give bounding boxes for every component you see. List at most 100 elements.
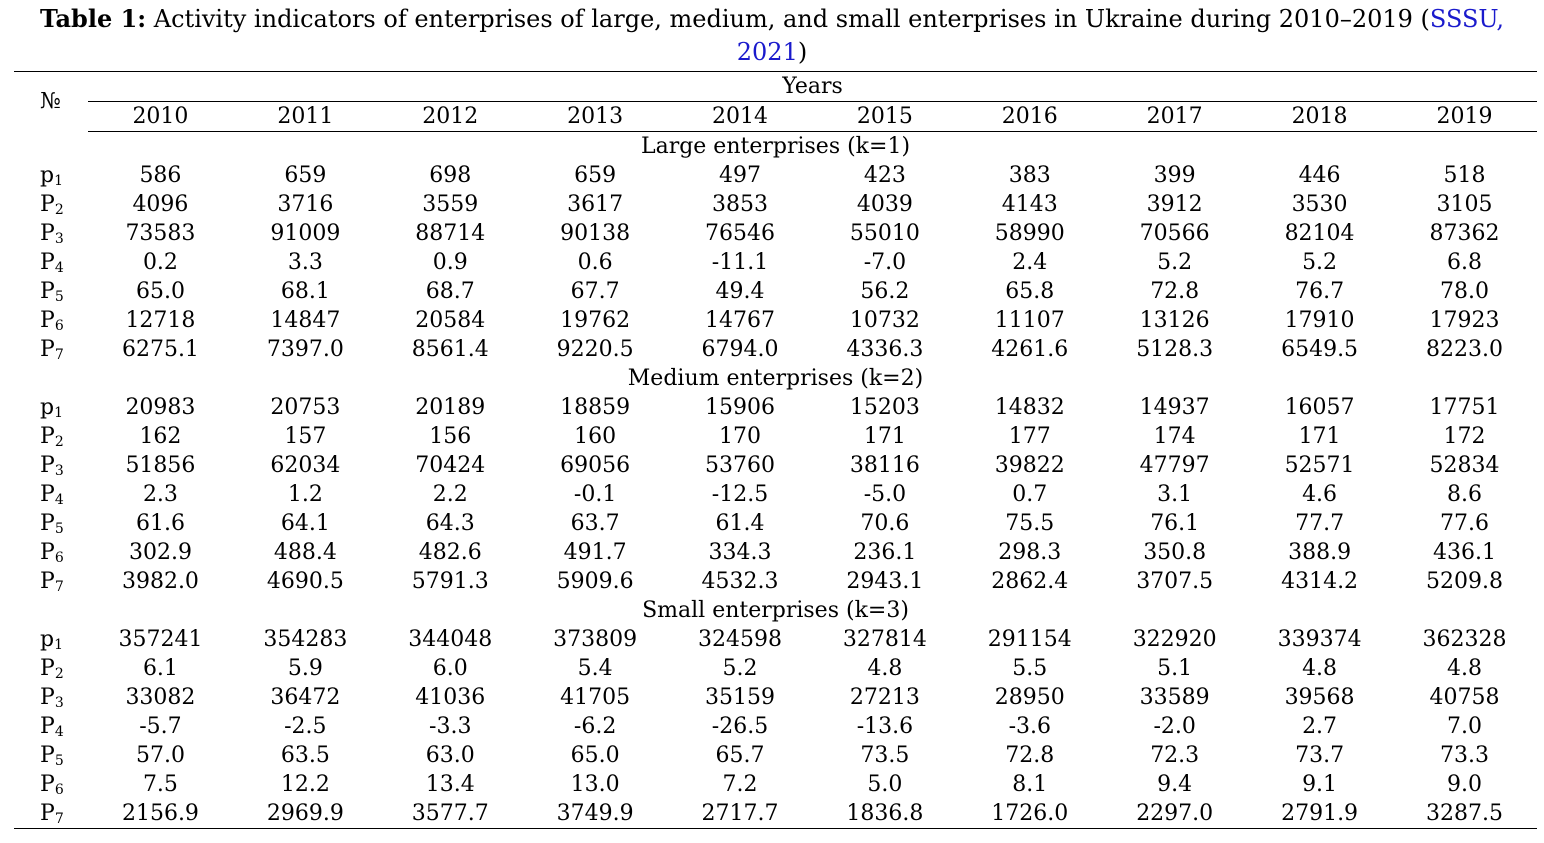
table-cell: 6.0 (432, 656, 468, 681)
years-header: Years (88, 71, 1537, 102)
indicator-subscript: 3 (54, 695, 64, 711)
table-cell: 5791.3 (411, 569, 489, 594)
indicator-letter: P (40, 772, 55, 797)
table-cell: 14767 (705, 308, 775, 333)
indicator-subscript: 1 (54, 405, 64, 421)
table-cell: 76.1 (1150, 511, 1200, 536)
citation-link[interactable]: SSSU, 2021 (736, 5, 1505, 66)
table-cell: 9.0 (1447, 772, 1482, 797)
table-cell: 3.3 (287, 250, 323, 275)
table-cell: 76.7 (1295, 279, 1345, 304)
table-cell: 65.8 (1005, 279, 1055, 304)
indicator-letter: P (40, 714, 55, 739)
indicator-subscript: 6 (54, 318, 64, 334)
table-cell: 5209.8 (1426, 569, 1503, 594)
table-cell: 17910 (1284, 308, 1355, 333)
table-row: P2 162 157 156 160 170 171 177 174 171 172 (14, 422, 1537, 451)
table-cell: -12.5 (711, 482, 769, 507)
table-cell: 20189 (415, 395, 486, 420)
table-cell: 40758 (1429, 685, 1500, 710)
table-cell: 162 (139, 424, 182, 449)
indicator-letter: P (40, 540, 55, 565)
table-cell: 350.8 (1143, 540, 1207, 565)
table-cell: 73.5 (860, 743, 910, 768)
indicator-label: P2 (14, 654, 88, 683)
table-cell: 18859 (560, 395, 631, 420)
year-header-2018: 2018 (1247, 101, 1393, 132)
table-cell: 8561.4 (411, 337, 489, 362)
indicator-label: P5 (14, 741, 88, 770)
table-cell: 2943.1 (846, 569, 924, 594)
table-cell: 2791.9 (1247, 799, 1393, 829)
table-cell: 327814 (842, 627, 927, 652)
table-cell: 52571 (1284, 453, 1355, 478)
table-cell: 659 (284, 163, 327, 188)
indicator-label: P4 (14, 480, 88, 509)
table-cell: 5.2 (722, 656, 758, 681)
table-cell: -5.7 (139, 714, 182, 739)
table-cell: 3707.5 (1136, 569, 1214, 594)
table-cell: -26.5 (711, 714, 769, 739)
table-cell: 70566 (1139, 221, 1210, 246)
table-cell: 64.3 (425, 511, 475, 536)
table-cell: 324598 (698, 627, 782, 652)
table-cell: 4261.6 (991, 337, 1069, 362)
table-cell: 64.1 (280, 511, 330, 536)
table-cell: 55010 (849, 221, 920, 246)
indicator-letter: P (40, 801, 55, 826)
table-cell: 52834 (1429, 453, 1500, 478)
table-cell: 5.9 (287, 656, 323, 681)
number-header: № (14, 71, 88, 132)
table-row: P6 302.9 488.4 482.6 491.7 334.3 236.1 298.3 350… (14, 538, 1537, 567)
table-cell: 91009 (270, 221, 341, 246)
year-header-2010: 2010 (88, 101, 233, 132)
table-cell: 12718 (125, 308, 196, 333)
table-cell: 6.1 (142, 656, 178, 681)
table-row: P7 3982.0 4690.5 5791.3 5909.6 4532.3 2943.1 28… (14, 567, 1537, 596)
table-cell: 5.4 (577, 656, 613, 681)
indicator-subscript: 3 (54, 231, 64, 247)
table-cell: 0.2 (142, 250, 178, 275)
table-cell: 57.0 (135, 743, 185, 768)
table-cell: 491.7 (563, 540, 627, 565)
table-cell: 0.7 (1012, 482, 1048, 507)
table-cell: 72.8 (1150, 279, 1200, 304)
table-cell: 399 (1153, 163, 1196, 188)
table-row: P5 61.6 64.1 64.3 63.7 61.4 70.6 75.5 76.1 77.7 77… (14, 509, 1537, 538)
table-cell: 49.4 (715, 279, 765, 304)
table-cell: 482.6 (418, 540, 482, 565)
table-cell: 13.0 (570, 772, 620, 797)
section-header-row: Medium enterprises (k=2) (14, 364, 1537, 393)
indicator-label: P2 (14, 190, 88, 219)
table-cell: 302.9 (128, 540, 192, 565)
table-cell: 2862.4 (991, 569, 1069, 594)
table-row: P3 51856 62034 70424 69056 53760 38116 39822 477… (14, 451, 1537, 480)
table-cell: 63.5 (280, 743, 330, 768)
table-row: P2 6.1 5.9 6.0 5.4 5.2 4.8 5.5 5.1 4.8 4.8 (14, 654, 1537, 683)
table-cell: 488.4 (273, 540, 337, 565)
table-cell: 13126 (1139, 308, 1210, 333)
indicator-subscript: 7 (54, 347, 64, 363)
table-row: P2 4096 3716 3559 3617 3853 4039 4143 3912 3530 31… (14, 190, 1537, 219)
table-cell: 33589 (1139, 685, 1210, 710)
table-row: P3 33082 36472 41036 41705 35159 27213 28950 335… (14, 683, 1537, 712)
table-cell: 344048 (408, 627, 493, 652)
indicator-subscript: 7 (54, 579, 64, 595)
table-cell: -6.2 (573, 714, 617, 739)
table-cell: 291154 (987, 627, 1072, 652)
indicator-subscript: 7 (54, 811, 64, 827)
indicator-letter: p (40, 627, 55, 652)
table-cell: 39822 (994, 453, 1065, 478)
table-cell: 13.4 (425, 772, 475, 797)
table-cell: 388.9 (1288, 540, 1352, 565)
table-row: P6 7.5 12.2 13.4 13.0 7.2 5.0 8.1 9.4 9.1 9.0 (14, 770, 1537, 799)
table-cell: 446 (1298, 163, 1341, 188)
table-cell: 2.7 (1302, 714, 1338, 739)
table-cell: 33082 (125, 685, 196, 710)
table-cell: 7.2 (722, 772, 758, 797)
table-cell: 354283 (263, 627, 348, 652)
table-cell: 0.6 (577, 250, 613, 275)
table-cell: 61.6 (135, 511, 185, 536)
table-caption: Table 1: Activity indicators of enterpri… (10, 2, 1534, 69)
table-row: P7 2156.9 2969.9 3577.7 3749.9 2717.7 1836.8 17… (14, 799, 1537, 829)
